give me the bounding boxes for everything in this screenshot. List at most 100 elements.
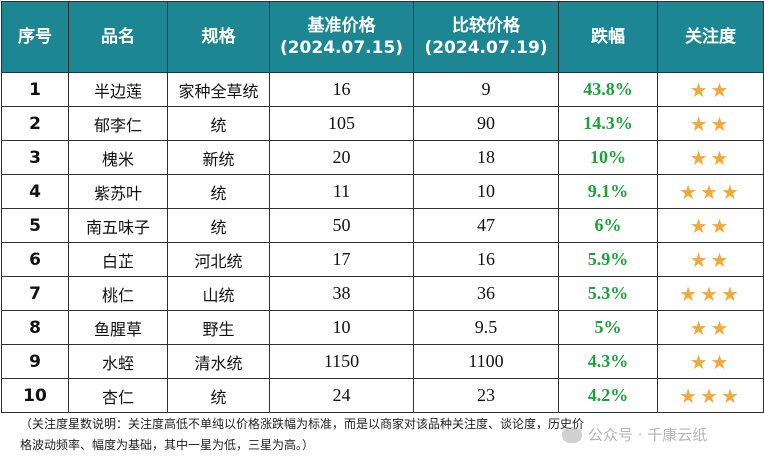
header-base-price-title: 基准价格 <box>307 16 376 36</box>
table-body: 1 半边莲 家种全草统 16 9 43.8% ★★ 2 郁李仁统 105 90 14.3% ★★ 3 槐米新… <box>1 72 764 413</box>
cell-change: 9.1% <box>558 174 658 209</box>
cell-attention-stars: ★★★ <box>657 378 764 413</box>
header-attention: 关注度 <box>657 1 764 73</box>
cell-change: 43.8% <box>558 72 658 107</box>
header-compare-price: 比较价格 (2024.07.19) <box>413 1 559 73</box>
table-row: 8 鱼腥草 野生 10 9.5 5% ★★ <box>1 310 764 345</box>
cell-base-price: 16 <box>269 72 414 107</box>
table-row: 4 紫苏叶统 11 10 9.1% ★★★ <box>1 174 764 209</box>
table-row: 3 槐米 新统 20 18 10% ★★ <box>1 140 764 175</box>
cell-change: 5.9% <box>558 242 658 277</box>
cell-compare-price: 9.5 <box>413 310 559 345</box>
cell-name: 杏仁 <box>68 378 168 413</box>
cell-seq: 2 <box>1 106 69 141</box>
attention-note: （关注度星数说明：关注度高低不单纯以价格涨跌幅为标准，而是以商家对该品种关注度、… <box>20 414 720 456</box>
attention-note-line-1: （关注度星数说明：关注度高低不单纯以价格涨跌幅为标准，而是以商家对该品种关注度、… <box>20 417 585 431</box>
cell-spec: 清水统 <box>167 344 270 379</box>
cell-spec: 统 <box>167 106 270 141</box>
cell-base-price: 17 <box>269 242 414 277</box>
cell-name: 紫苏叶 <box>68 174 168 209</box>
price-drop-table: 序号 品名 规格 基准价格 (2024.07.15) 比较价格 (2024.07… <box>1 1 764 413</box>
watermark: 公众号 · 千康云纸 <box>562 424 707 445</box>
cell-seq: 4 <box>1 174 69 209</box>
cell-base-price: 1150 <box>269 344 414 379</box>
cell-seq: 10 <box>1 378 69 413</box>
table-row: 10 杏仁统 24 23 4.2% ★★★ <box>1 378 764 413</box>
cell-base-price: 38 <box>269 276 414 311</box>
watermark-text: 公众号 · 千康云纸 <box>588 426 708 444</box>
cell-change: 6% <box>558 208 658 243</box>
cell-name: 白芷 <box>68 242 168 277</box>
table-row: 2 郁李仁统 105 90 14.3% ★★ <box>1 106 764 141</box>
cell-spec: 统 <box>167 378 270 413</box>
table-row: 7 桃仁 山统 38 36 5.3% ★★★ <box>1 276 764 311</box>
cell-attention-stars: ★★ <box>657 208 764 243</box>
table-row: 9 水蛭 清水统 1150 1100 4.3% ★★ <box>1 344 764 379</box>
cell-spec: 新统 <box>167 140 270 175</box>
cell-attention-stars: ★★ <box>657 242 764 277</box>
cell-compare-price: 9 <box>413 72 559 107</box>
cell-attention-stars: ★★★ <box>657 276 764 311</box>
table-row: 6 白芷 河北统 17 16 5.9% ★★ <box>1 242 764 277</box>
cell-seq: 9 <box>1 344 69 379</box>
cell-base-price: 24 <box>269 378 414 413</box>
cell-attention-stars: ★★ <box>657 72 764 107</box>
cell-spec: 山统 <box>167 276 270 311</box>
cell-spec: 河北统 <box>167 242 270 277</box>
cell-attention-stars: ★★ <box>657 140 764 175</box>
cell-attention-stars: ★★ <box>657 106 764 141</box>
cell-seq: 1 <box>1 72 69 107</box>
cell-compare-price: 1100 <box>413 344 559 379</box>
cell-seq: 8 <box>1 310 69 345</box>
cell-name: 桃仁 <box>68 276 168 311</box>
cell-spec: 野生 <box>167 310 270 345</box>
header-seq: 序号 <box>1 1 69 73</box>
cell-name: 半边莲 <box>68 72 168 107</box>
cell-spec: 家种全草统 <box>167 72 270 107</box>
cell-spec: 统 <box>167 174 270 209</box>
header-change: 跌幅 <box>558 1 658 73</box>
cell-seq: 5 <box>1 208 69 243</box>
cell-change: 4.3% <box>558 344 658 379</box>
table-row: 1 半边莲 家种全草统 16 9 43.8% ★★ <box>1 72 764 107</box>
cell-compare-price: 47 <box>413 208 559 243</box>
header-base-price: 基准价格 (2024.07.15) <box>269 1 414 73</box>
cell-compare-price: 90 <box>413 106 559 141</box>
header-compare-price-title: 比较价格 <box>452 16 520 36</box>
table-row: 5 南五味子统 50 47 6% ★★ <box>1 208 764 243</box>
cell-name: 槐米 <box>68 140 168 175</box>
cell-seq: 6 <box>1 242 69 277</box>
cell-attention-stars: ★★ <box>657 344 764 379</box>
cell-compare-price: 18 <box>413 140 559 175</box>
cell-name: 南五味子 <box>68 208 168 243</box>
attention-note-line-2: 格波动频率、幅度为基础，其中一星为低，三星为高。） <box>20 438 315 452</box>
cell-base-price: 11 <box>269 174 414 209</box>
cell-compare-price: 16 <box>413 242 559 277</box>
cell-change: 4.2% <box>558 378 658 413</box>
cell-change: 10% <box>558 140 658 175</box>
cell-name: 鱼腥草 <box>68 310 168 345</box>
table-header-row: 序号 品名 规格 基准价格 (2024.07.15) 比较价格 (2024.07… <box>1 1 764 73</box>
cell-base-price: 20 <box>269 140 414 175</box>
cell-spec: 统 <box>167 208 270 243</box>
cell-seq: 7 <box>1 276 69 311</box>
cell-name: 郁李仁 <box>68 106 168 141</box>
header-name: 品名 <box>68 1 168 73</box>
cell-change: 5% <box>558 310 658 345</box>
header-compare-price-date: (2024.07.19) <box>424 38 548 58</box>
cell-attention-stars: ★★ <box>657 310 764 345</box>
cell-compare-price: 23 <box>413 378 559 413</box>
cell-base-price: 50 <box>269 208 414 243</box>
cell-attention-stars: ★★★ <box>657 174 764 209</box>
cell-seq: 3 <box>1 140 69 175</box>
wechat-icon <box>562 426 582 443</box>
cell-compare-price: 36 <box>413 276 559 311</box>
cell-base-price: 10 <box>269 310 414 345</box>
cell-change: 5.3% <box>558 276 658 311</box>
cell-name: 水蛭 <box>68 344 168 379</box>
cell-compare-price: 10 <box>413 174 559 209</box>
cell-base-price: 105 <box>269 106 414 141</box>
cell-change: 14.3% <box>558 106 658 141</box>
header-spec: 规格 <box>167 1 270 73</box>
header-base-price-date: (2024.07.15) <box>279 38 404 58</box>
